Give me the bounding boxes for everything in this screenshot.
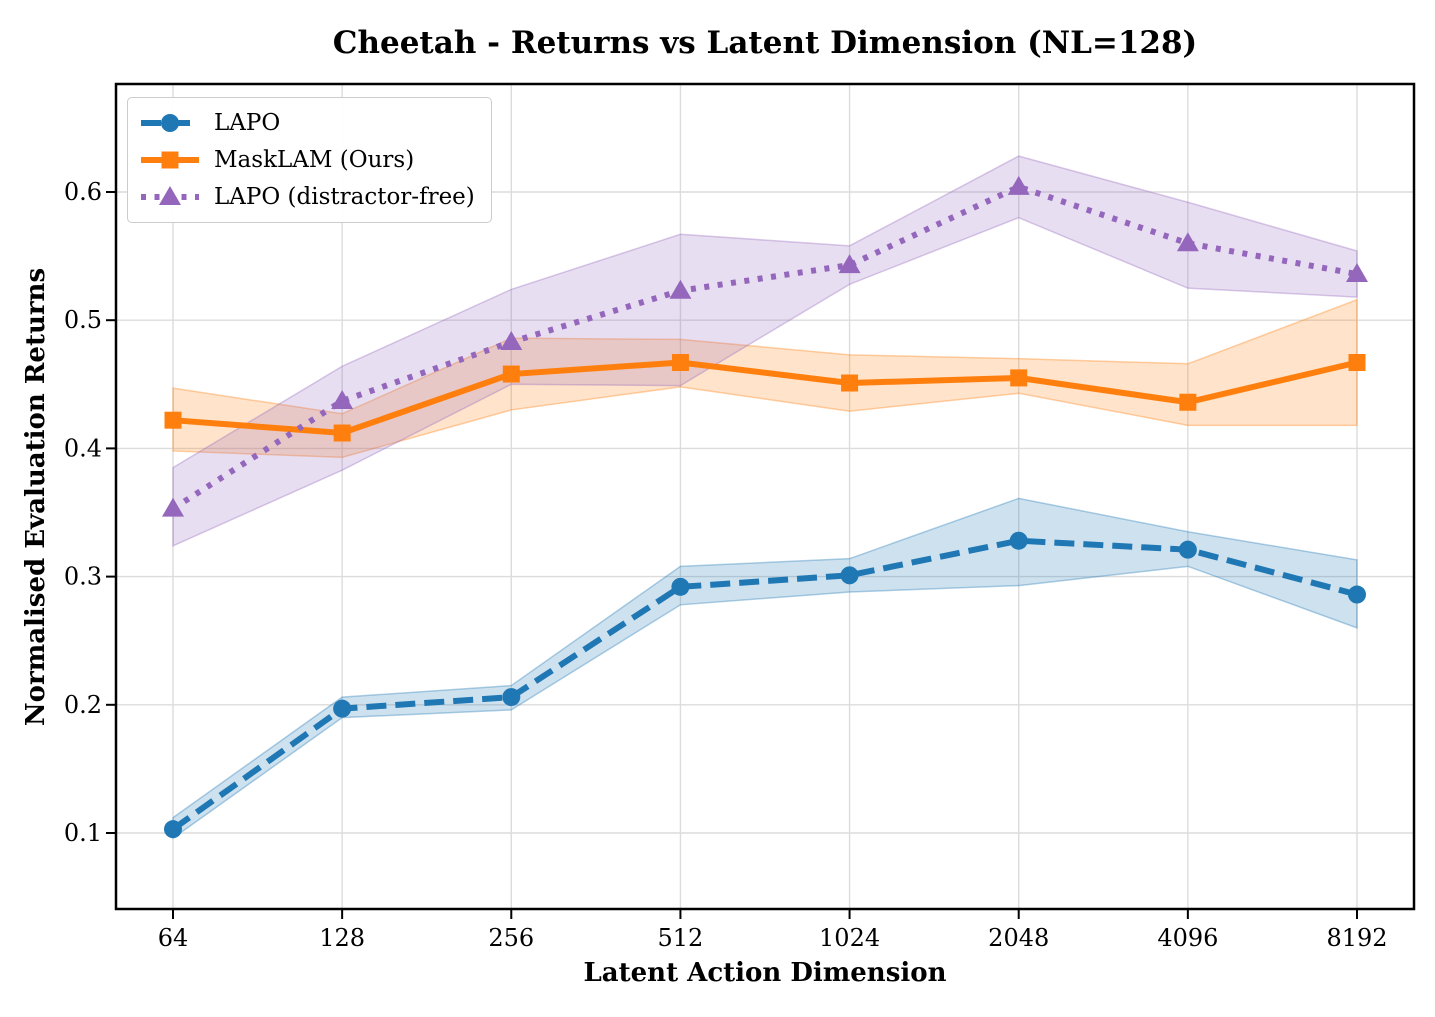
x-axis-label: Latent Action Dimension <box>583 958 947 988</box>
x-tick-label-512: 512 <box>658 924 704 952</box>
x-tick-label-64: 64 <box>158 924 189 952</box>
marker-lapo-distractor-free-4096 <box>1176 232 1199 252</box>
line-lapo <box>171 537 1358 832</box>
x-tick-label-128: 128 <box>319 924 365 952</box>
legend-marker-lapo-distractor-free <box>159 186 181 205</box>
marker-lapo-distractor-free-2048 <box>1007 175 1030 195</box>
marker-masklam-ours-512 <box>671 354 689 372</box>
line-masklam-ours <box>172 359 1358 437</box>
marker-masklam-ours-4096 <box>1179 393 1197 411</box>
gridlines <box>116 84 1414 909</box>
y-tick-label-0.4: 0.4 <box>64 434 102 462</box>
x-tick-label-2048: 2048 <box>988 924 1049 952</box>
marker-masklam-ours-2048 <box>1010 369 1028 387</box>
marker-lapo-distractor-free-128 <box>331 389 354 409</box>
marker-lapo-64 <box>164 820 182 839</box>
legend-label-lapo-distractor-free: LAPO (distractor-free) <box>214 184 475 210</box>
marker-lapo-256 <box>502 688 521 707</box>
line-lapo-distractor-free <box>171 183 1358 512</box>
marker-masklam-ours-256 <box>502 365 520 383</box>
legend-sample-masklam-ours <box>141 151 199 169</box>
marker-lapo-distractor-free-256 <box>500 330 523 350</box>
marker-lapo-8192 <box>1348 585 1366 604</box>
y-axis-label: Normalised Evaluation Returns <box>21 267 51 727</box>
legend-item-lapo-distractor-free: LAPO (distractor-free) <box>138 179 475 215</box>
y-tick-label-0.5: 0.5 <box>64 306 102 334</box>
legend-marker-masklam-ours <box>161 151 179 169</box>
marker-lapo-1024 <box>840 566 859 585</box>
y-tick-label-0.1: 0.1 <box>64 819 102 847</box>
marker-lapo-distractor-free-1024 <box>838 254 861 274</box>
marker-lapo-512 <box>671 577 690 596</box>
x-tick-label-8192: 8192 <box>1326 924 1387 952</box>
legend-sample-lapo-distractor-free <box>141 186 199 205</box>
x-tick-label-4096: 4096 <box>1157 924 1218 952</box>
legend-item-masklam-ours: MaskLAM (Ours) <box>138 142 475 178</box>
marker-masklam-ours-128 <box>333 424 351 442</box>
marker-lapo-distractor-free-64 <box>162 497 184 517</box>
y-tick-label-0.3: 0.3 <box>64 563 102 591</box>
band-masklam-ours <box>172 298 1358 459</box>
legend-label-masklam-ours: MaskLAM (Ours) <box>214 147 415 173</box>
band-lapo-distractor-free <box>172 155 1358 547</box>
marker-lapo-distractor-free-8192 <box>1346 263 1368 283</box>
confidence-bands <box>172 155 1358 840</box>
series-markers <box>162 175 1368 839</box>
legend-label-lapo: LAPO <box>214 110 281 136</box>
chart-title: Cheetah - Returns vs Latent Dimension (N… <box>332 25 1198 61</box>
marker-masklam-ours-1024 <box>841 374 859 392</box>
marker-lapo-4096 <box>1178 540 1197 559</box>
plot-frame <box>114 82 1416 911</box>
x-tick-label-256: 256 <box>488 924 534 952</box>
x-tick-label-1024: 1024 <box>819 924 880 952</box>
marker-masklam-ours-8192 <box>1348 354 1366 372</box>
marker-lapo-2048 <box>1009 531 1028 550</box>
legend: LAPO MaskLAM (Ours) LAPO (distractor-free) <box>127 97 492 223</box>
legend-marker-lapo <box>161 114 179 132</box>
legend-sample-lapo <box>141 114 199 132</box>
axes: 64 128 256 512 1024 2048 4096 8192 0.1 0.2 0.3 0.4 0… <box>64 82 1416 952</box>
series-lines <box>171 183 1358 832</box>
marker-lapo-distractor-free-512 <box>669 279 692 299</box>
band-lapo <box>172 497 1358 840</box>
legend-item-lapo: LAPO <box>138 105 475 141</box>
marker-masklam-ours-64 <box>164 411 182 429</box>
marker-lapo-128 <box>333 699 352 718</box>
y-tick-label-0.6: 0.6 <box>64 178 102 206</box>
y-tick-label-0.2: 0.2 <box>64 691 102 719</box>
